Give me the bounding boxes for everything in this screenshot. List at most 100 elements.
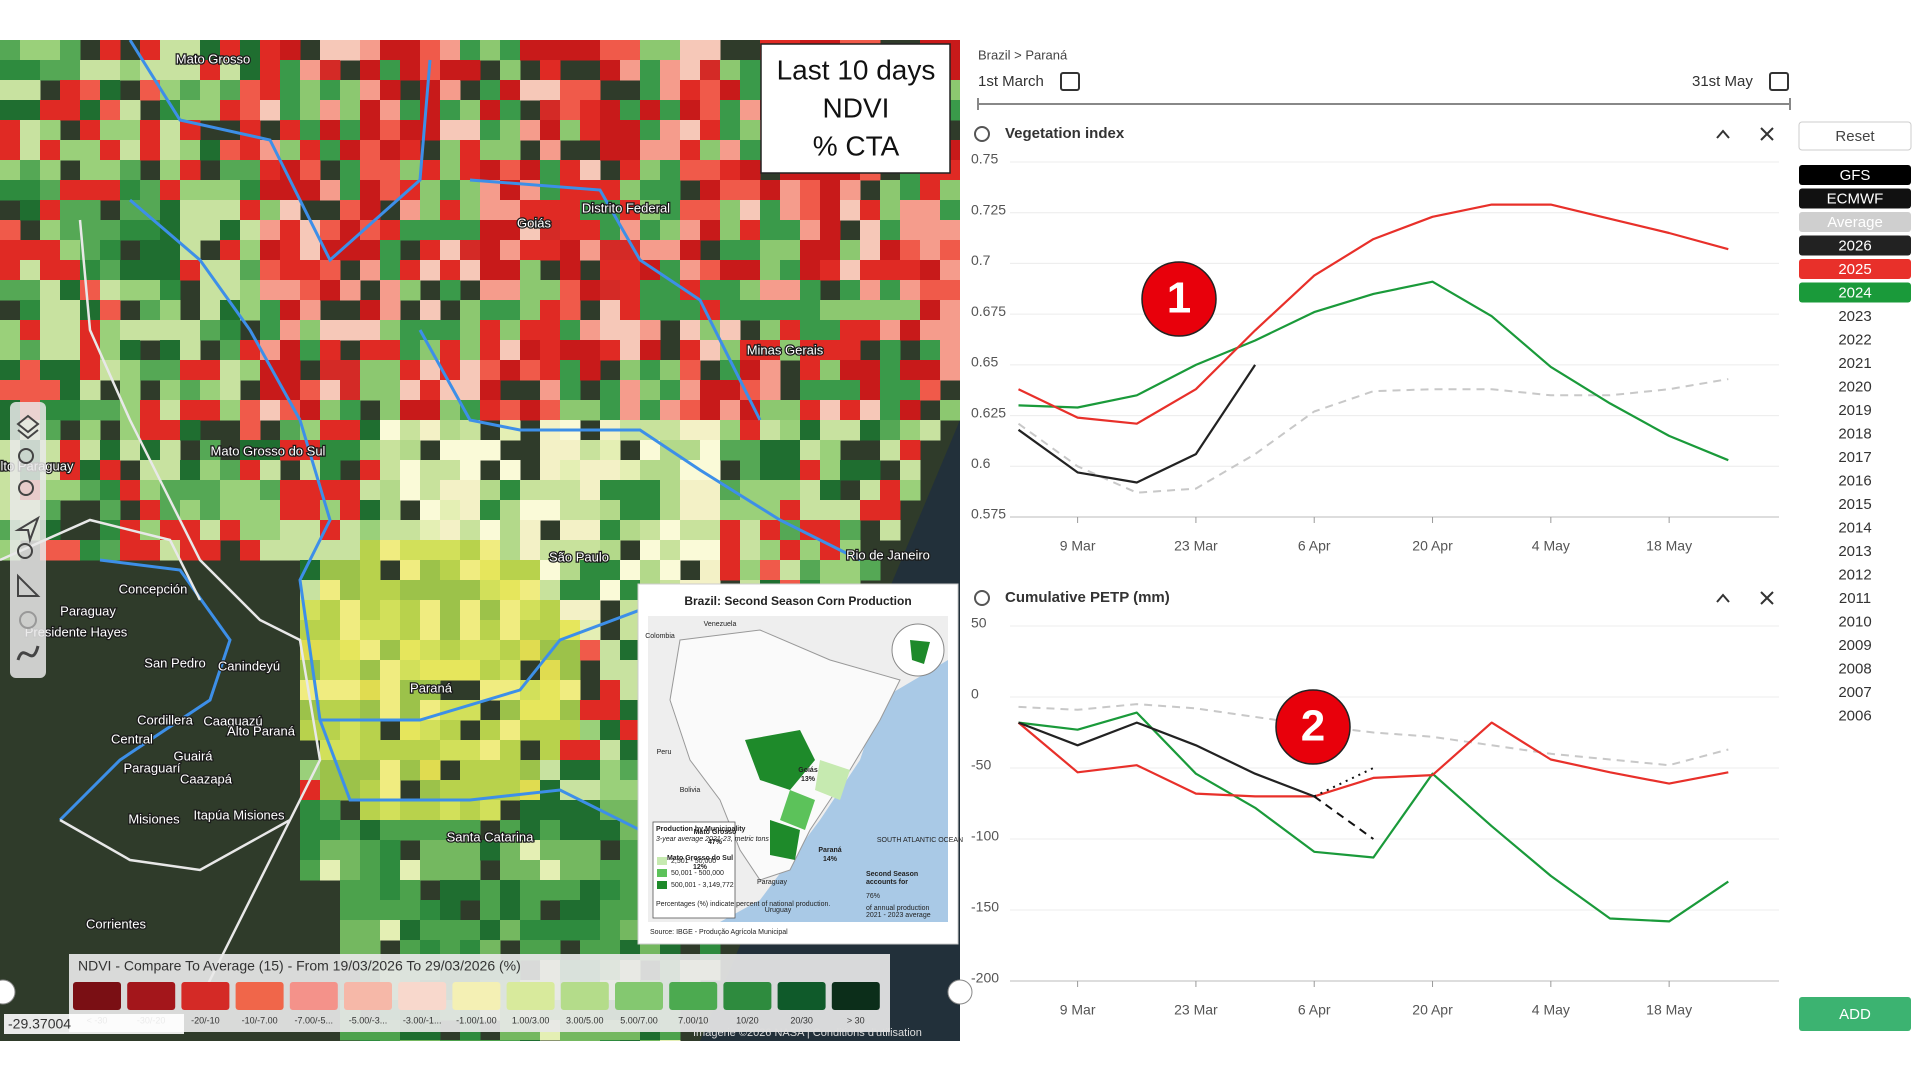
layer-button[interactable] [1799, 165, 1911, 185]
municipality [680, 480, 701, 501]
municipality [460, 520, 481, 541]
municipality [500, 900, 521, 921]
layer-button[interactable] [1799, 282, 1911, 303]
municipality [400, 420, 421, 441]
municipality [500, 340, 521, 361]
measure-button[interactable] [17, 573, 41, 597]
prev-button[interactable] [0, 979, 16, 1005]
legend-swatch [73, 982, 121, 1010]
layer-label[interactable]: ECMWF [1827, 190, 1884, 207]
municipality [60, 540, 81, 561]
municipality [560, 280, 581, 301]
start-date[interactable]: 1st March [978, 73, 1044, 90]
draw-button[interactable] [16, 645, 40, 661]
layer-label[interactable]: 2021 [1838, 355, 1871, 372]
municipality [700, 80, 721, 101]
layer-label[interactable]: 2011 [1839, 590, 1871, 607]
municipality [480, 500, 501, 521]
layer-label[interactable]: Average [1827, 214, 1883, 231]
layer-label[interactable]: 2018 [1838, 425, 1871, 442]
municipality [100, 480, 121, 501]
municipality [260, 300, 281, 321]
map[interactable]: Mato Grosso Distrito Federal Goiás Minas Ge… [0, 40, 961, 1061]
municipality [20, 120, 41, 141]
layer-label[interactable]: 2017 [1838, 449, 1871, 466]
place-label: Central [111, 731, 153, 746]
municipality [720, 340, 741, 361]
layer-label[interactable]: 2007 [1838, 684, 1871, 701]
municipality [360, 260, 381, 281]
municipality [60, 400, 81, 421]
layer-label[interactable]: 2016 [1838, 472, 1871, 489]
target-button[interactable] [19, 611, 37, 629]
place-label: Goiás [517, 215, 551, 230]
layer-button[interactable] [1799, 212, 1911, 232]
close-button[interactable] [1760, 127, 1774, 141]
layer-label[interactable]: 2013 [1838, 543, 1871, 560]
municipality [740, 340, 761, 361]
municipality [800, 260, 821, 281]
municipality [580, 220, 601, 241]
municipality [340, 500, 361, 521]
municipality [80, 180, 101, 201]
municipality [60, 440, 81, 461]
calendar-icon[interactable] [1060, 72, 1080, 91]
layer-button[interactable] [1799, 259, 1911, 279]
municipality [420, 800, 441, 821]
layer-label[interactable]: 2022 [1838, 331, 1871, 348]
municipality [560, 400, 581, 421]
end-date[interactable]: 31st May [1692, 73, 1753, 90]
layer-label[interactable]: 2009 [1838, 637, 1871, 654]
layer-button[interactable] [1799, 188, 1911, 209]
layer-label[interactable]: 2020 [1838, 378, 1871, 395]
municipality [480, 200, 501, 221]
municipality [280, 520, 301, 541]
municipality [780, 180, 801, 201]
municipality [560, 640, 581, 661]
layer-label[interactable]: 2015 [1838, 496, 1871, 513]
layer-label[interactable]: 2014 [1838, 519, 1871, 536]
municipality [320, 660, 341, 681]
municipality [560, 680, 581, 701]
municipality [20, 100, 41, 121]
municipality [120, 380, 141, 401]
x-tick-label: 23 Mar [1174, 538, 1218, 554]
municipality [400, 100, 421, 121]
municipality [120, 320, 141, 341]
next-button[interactable] [947, 979, 973, 1005]
municipality [580, 360, 601, 381]
zoom-out-button[interactable] [18, 480, 34, 496]
add-button[interactable] [1799, 997, 1911, 1031]
layer-label[interactable]: 2023 [1838, 308, 1871, 325]
calendar-icon[interactable] [1769, 72, 1789, 91]
layers-button[interactable] [16, 414, 40, 440]
municipality [520, 700, 541, 721]
municipality [280, 160, 301, 181]
layer-label[interactable]: 2012 [1838, 566, 1871, 583]
municipality [440, 620, 461, 641]
collapse-button[interactable] [1716, 593, 1730, 603]
municipality [260, 520, 281, 541]
municipality [580, 200, 601, 221]
locate-button[interactable] [14, 515, 40, 544]
search-button[interactable] [17, 543, 33, 559]
layer-label[interactable]: 2025 [1838, 261, 1871, 278]
municipality [460, 380, 481, 401]
close-button[interactable] [1760, 591, 1774, 605]
municipality [600, 740, 621, 761]
zoom-in-button[interactable] [18, 448, 34, 464]
layer-label[interactable]: 2008 [1838, 660, 1871, 677]
layer-label[interactable]: 2024 [1838, 284, 1871, 301]
layer-label[interactable]: 2026 [1838, 237, 1871, 254]
layer-button[interactable] [1799, 235, 1911, 256]
layer-label[interactable]: 2019 [1838, 402, 1871, 419]
collapse-button[interactable] [1716, 129, 1730, 139]
layer-label[interactable]: GFS [1840, 167, 1871, 184]
y-tick-label: 0 [971, 686, 979, 702]
municipality [760, 220, 781, 241]
inset-legend-title: Production by Municipality [656, 826, 746, 833]
layer-label[interactable]: 2010 [1838, 613, 1871, 630]
reset-button[interactable] [1798, 121, 1912, 151]
municipality [620, 760, 641, 781]
layer-label[interactable]: 2006 [1838, 707, 1871, 724]
